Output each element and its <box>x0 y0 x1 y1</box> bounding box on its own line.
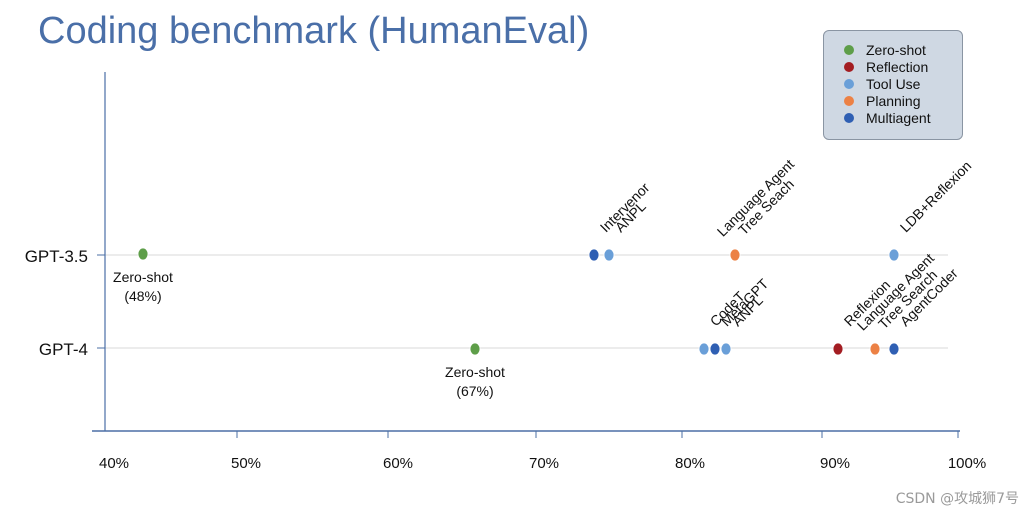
gridlines <box>105 254 948 349</box>
data-point <box>469 342 481 356</box>
legend-label: Tool Use <box>866 75 921 92</box>
y-category-label: GPT-3.5 <box>25 247 88 266</box>
legend-swatch-icon <box>844 78 854 89</box>
x-tick-label: 70% <box>529 455 559 472</box>
x-tick-label: 100% <box>948 455 986 472</box>
watermark: CSDN @攻城狮7号 <box>895 491 1019 507</box>
axes: GPT-3.5 GPT-4 40% 50% 60% 70% 80% 90% 100% <box>25 72 986 472</box>
legend-swatch-icon <box>844 95 854 106</box>
legend-swatch-icon <box>844 44 854 55</box>
legend-item-reflection: Reflection <box>844 58 962 75</box>
x-tick-label: 60% <box>383 455 413 472</box>
point-label: (67%) <box>456 383 493 399</box>
y-category-label: GPT-4 <box>39 340 88 359</box>
point-labels: Zero-shot(48%)Zero-shot(67%)ReflexionANP… <box>113 156 974 399</box>
point-label: Zero-shot <box>113 269 173 285</box>
data-point <box>603 248 615 262</box>
legend-label: Multiagent <box>866 109 931 126</box>
chart-title: Coding benchmark (HumanEval) <box>38 10 590 52</box>
data-point <box>709 342 721 356</box>
data-point <box>888 248 900 262</box>
x-tick-label: 90% <box>820 455 850 472</box>
legend-item-tool-use: Tool Use <box>844 75 962 92</box>
data-point <box>869 342 881 356</box>
data-point <box>588 248 600 262</box>
data-point <box>888 342 900 356</box>
legend-swatch-icon <box>844 112 854 123</box>
legend-label: Zero-shot <box>866 41 926 58</box>
data-point <box>720 342 732 356</box>
point-label: Zero-shot <box>445 364 505 380</box>
data-points <box>137 247 900 356</box>
legend-swatch-icon <box>844 61 854 72</box>
point-label-group: LDB+Reflexion <box>897 158 975 236</box>
legend-item-multiagent: Multiagent <box>844 109 962 126</box>
data-point <box>698 342 710 356</box>
legend-item-planning: Planning <box>844 92 962 109</box>
chart-legend: Zero-shot Reflection Tool Use Planning M… <box>823 30 963 140</box>
legend-label: Planning <box>866 92 921 109</box>
point-label: (48%) <box>124 288 161 304</box>
data-point <box>137 247 149 261</box>
x-tick-label: 80% <box>675 455 705 472</box>
legend-item-zero-shot: Zero-shot <box>844 41 962 58</box>
data-point <box>832 342 844 356</box>
x-tick-label: 40% <box>99 455 129 472</box>
data-point <box>729 248 741 262</box>
legend-label: Reflection <box>866 58 929 75</box>
x-tick-label: 50% <box>231 455 261 472</box>
point-label: LDB+Reflexion <box>897 158 975 236</box>
